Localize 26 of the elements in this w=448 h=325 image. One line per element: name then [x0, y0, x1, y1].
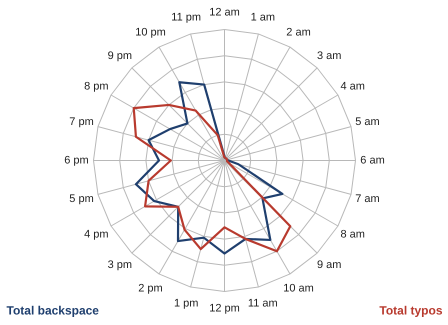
spoke-label: 12 am [209, 6, 240, 18]
spoke-label: 10 pm [135, 26, 166, 38]
text: Total backspace [6, 304, 100, 318]
spoke-label: 10 am [283, 282, 314, 295]
text: Total typos [379, 304, 443, 318]
spoke-label: 2 am [286, 26, 311, 38]
spoke-label: 6 pm [64, 154, 89, 166]
spoke-label: 3 pm [108, 259, 132, 272]
spoke-label: 1 am [250, 12, 276, 24]
spoke-label: 4 am [340, 80, 365, 92]
spoke-label: 2 pm [138, 282, 163, 295]
spoke-label: 8 am [340, 228, 365, 241]
spoke-label: 11 am [248, 297, 278, 310]
spoke-label: 7 pm [69, 116, 94, 128]
spoke-label: 7 am [355, 192, 380, 205]
spoke-label: 1 pm [174, 297, 198, 310]
spoke-label: 6 am [360, 154, 385, 166]
spoke-label: 9 am [316, 259, 342, 272]
spoke-label: 5 pm [69, 192, 94, 205]
spoke-label: 3 am [316, 50, 342, 62]
spoke-label: 12 pm [209, 302, 240, 315]
spoke-label: 4 pm [84, 228, 109, 241]
spoke-label: 5 am [355, 116, 380, 128]
spoke-label: 9 pm [108, 50, 132, 62]
spoke-label: 8 pm [84, 80, 109, 92]
spoke-label: 11 pm [171, 12, 202, 24]
